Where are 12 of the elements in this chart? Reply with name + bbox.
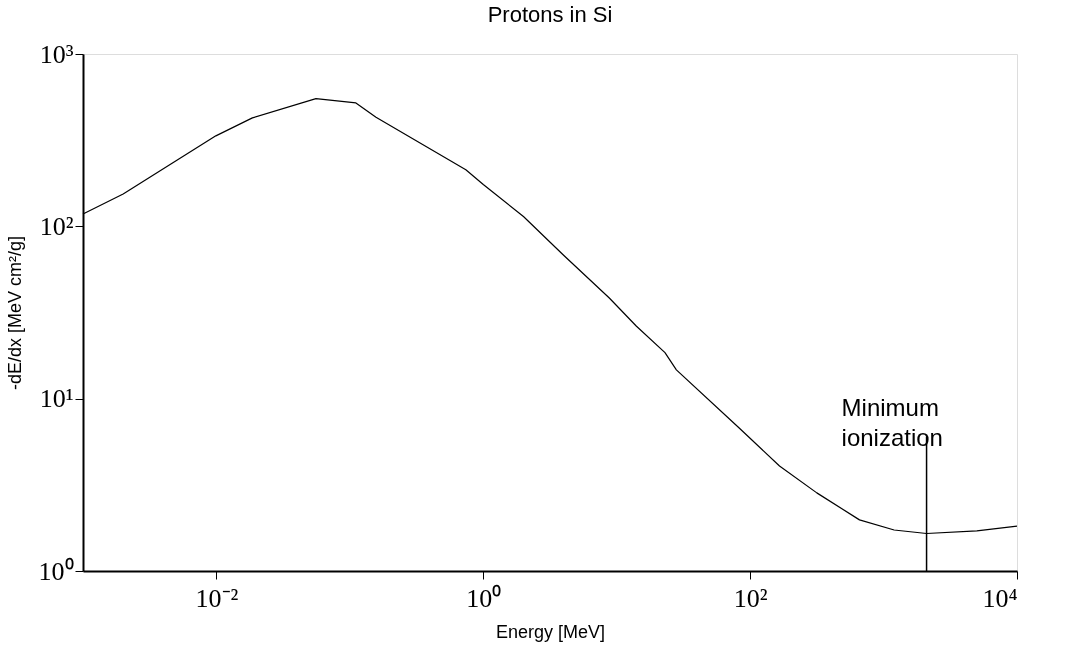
x-tick-label: 10² (733, 583, 768, 613)
y-axis-title: -dE/dx [MeV cm²/g] (4, 235, 25, 391)
y-tick-label: 10² (39, 211, 74, 241)
y-tick-label: 10³ (39, 39, 74, 69)
x-tick-label: 10⁻² (195, 583, 239, 613)
x-tick-label: 10⁴ (982, 583, 1018, 613)
y-tick-label: 10¹ (39, 384, 74, 414)
ref-line-label: Minimum ionization (841, 394, 943, 451)
x-tick-label: 10⁰ (466, 583, 502, 613)
x-axis-title: Energy [MeV] (495, 621, 606, 642)
chart-title: Protons in Si (487, 2, 613, 27)
y-tick-label: 10⁰ (38, 556, 74, 586)
